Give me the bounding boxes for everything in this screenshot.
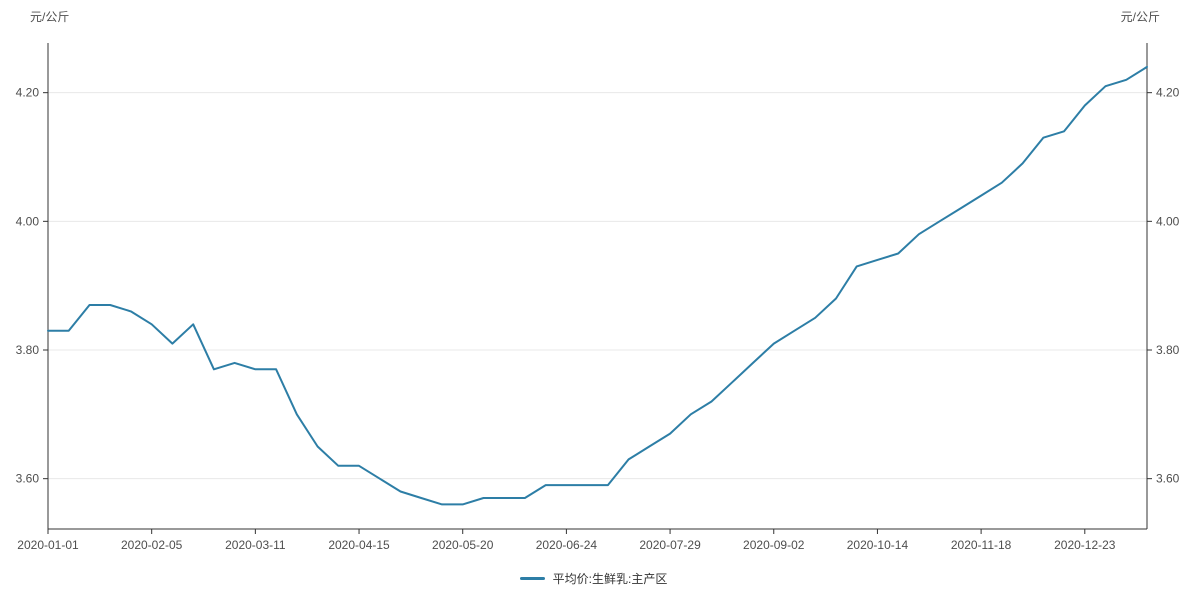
y-tick-label-left: 3.60 bbox=[16, 472, 40, 486]
legend-line-swatch bbox=[519, 577, 545, 580]
y-tick-label-left: 4.20 bbox=[16, 86, 40, 100]
y-tick-label-right: 4.20 bbox=[1156, 86, 1180, 100]
x-tick-label: 2020-06-24 bbox=[536, 538, 598, 552]
x-tick-label: 2020-05-20 bbox=[432, 538, 494, 552]
price-line[interactable] bbox=[47, 65, 1148, 506]
x-tick-label: 2020-09-02 bbox=[743, 538, 805, 552]
y-tick-label-left: 3.80 bbox=[16, 343, 40, 357]
y-tick-label-right: 3.60 bbox=[1156, 472, 1180, 486]
x-tick-label: 2020-04-15 bbox=[328, 538, 390, 552]
x-tick-label: 2020-10-14 bbox=[847, 538, 909, 552]
y-tick-label-left: 4.00 bbox=[16, 214, 40, 228]
x-tick-label: 2020-03-11 bbox=[225, 538, 286, 552]
x-tick-label: 2020-07-29 bbox=[639, 538, 701, 552]
x-tick-label: 2020-12-23 bbox=[1054, 538, 1116, 552]
legend-item[interactable]: 平均价:生鲜乳:主产区 bbox=[0, 570, 1187, 587]
legend-label: 平均价:生鲜乳:主产区 bbox=[552, 572, 668, 586]
y-tick-label-right: 3.80 bbox=[1156, 343, 1180, 357]
x-tick-label: 2020-11-18 bbox=[951, 538, 1012, 552]
x-tick-label: 2020-02-05 bbox=[121, 538, 183, 552]
y-axis-unit-right: 元/公斤 bbox=[1120, 10, 1160, 24]
y-tick-label-right: 4.00 bbox=[1156, 214, 1180, 228]
x-tick-label: 2020-01-01 bbox=[17, 538, 79, 552]
y-axis-unit-left: 元/公斤 bbox=[30, 10, 70, 24]
